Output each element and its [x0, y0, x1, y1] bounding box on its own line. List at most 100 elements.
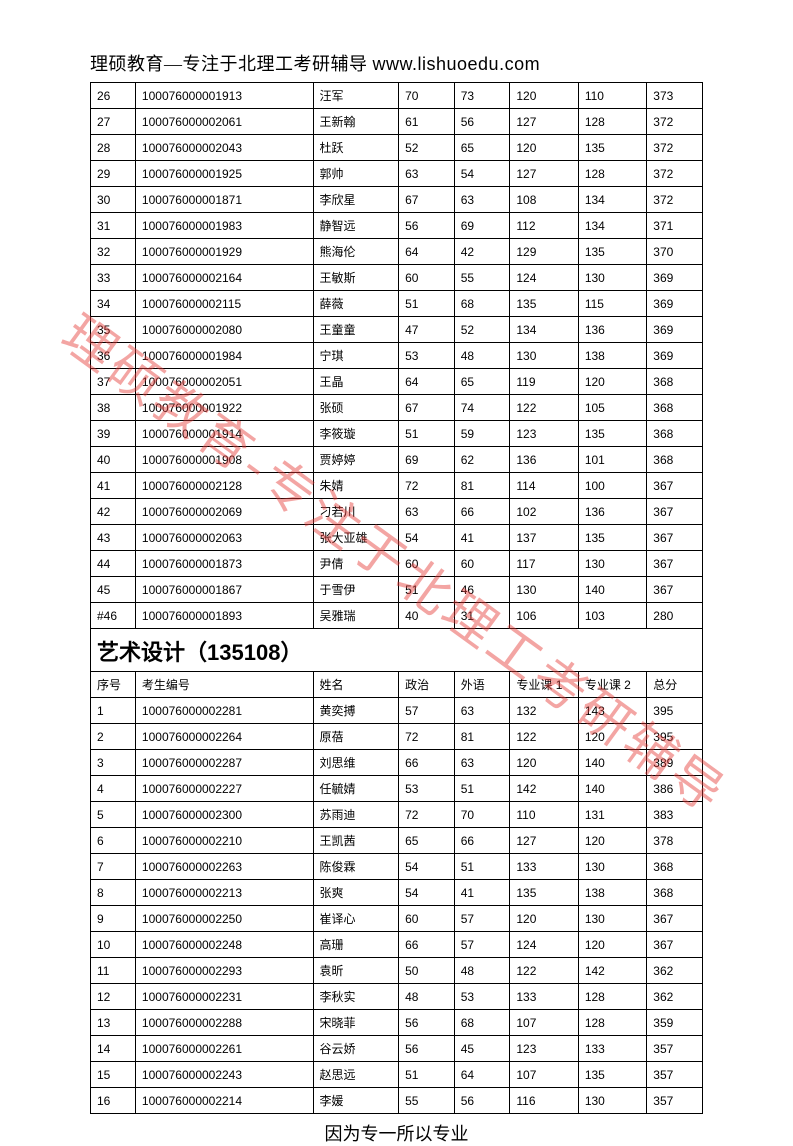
table-cell: 114 [510, 473, 578, 499]
table-cell: 362 [647, 984, 703, 1010]
table-row: 43100076000002063张大亚雄5441137135367 [91, 525, 703, 551]
table-cell: 55 [399, 1088, 455, 1114]
table-cell: 100076000002300 [135, 802, 313, 828]
table-cell: 100076000002227 [135, 776, 313, 802]
table-cell: 60 [399, 265, 455, 291]
table-cell: 熊海伦 [313, 239, 399, 265]
table-cell: 55 [454, 265, 510, 291]
table-cell: 100076000001914 [135, 421, 313, 447]
table-cell: 130 [578, 906, 646, 932]
table-cell: 70 [454, 802, 510, 828]
page-header: 理硕教育—专注于北理工考研辅导 www.lishuoedu.com [90, 50, 703, 76]
table-cell: 33 [91, 265, 136, 291]
table-cell: 131 [578, 802, 646, 828]
table-cell: 100076000001983 [135, 213, 313, 239]
table-cell: 谷云娇 [313, 1036, 399, 1062]
table-cell: 372 [647, 187, 703, 213]
table-cell: 65 [454, 369, 510, 395]
table-cell: 54 [399, 880, 455, 906]
table-cell: 68 [454, 291, 510, 317]
table-cell: 47 [399, 317, 455, 343]
table-cell: 51 [454, 776, 510, 802]
table-cell: 4 [91, 776, 136, 802]
table-row: 8100076000002213张爽5441135138368 [91, 880, 703, 906]
table-cell: 53 [399, 776, 455, 802]
table-cell: 57 [399, 698, 455, 724]
table-cell: 115 [578, 291, 646, 317]
table-cell: 368 [647, 880, 703, 906]
table-cell: 369 [647, 265, 703, 291]
table-cell: 369 [647, 317, 703, 343]
table-cell: 50 [399, 958, 455, 984]
table-cell: 73 [454, 83, 510, 109]
table-cell: 64 [399, 239, 455, 265]
table-cell: 100076000002080 [135, 317, 313, 343]
table-cell: 100076000001867 [135, 577, 313, 603]
table-cell: 63 [454, 698, 510, 724]
table-cell: 383 [647, 802, 703, 828]
table-cell: 45 [454, 1036, 510, 1062]
table-cell: 43 [91, 525, 136, 551]
table-cell: 367 [647, 577, 703, 603]
table-row: 29100076000001925郭帅6354127128372 [91, 161, 703, 187]
table-cell: 59 [454, 421, 510, 447]
table-cell: 42 [91, 499, 136, 525]
table-cell: 15 [91, 1062, 136, 1088]
table-cell: 368 [647, 447, 703, 473]
table-cell: 51 [454, 854, 510, 880]
table-cell: 61 [399, 109, 455, 135]
table-cell: 135 [510, 880, 578, 906]
table-cell: 143 [578, 698, 646, 724]
table-cell: 64 [454, 1062, 510, 1088]
table-cell: 122 [510, 395, 578, 421]
table-cell: 370 [647, 239, 703, 265]
table-cell: 100076000001893 [135, 603, 313, 629]
table-cell: 120 [578, 369, 646, 395]
table-cell: 54 [454, 161, 510, 187]
table-cell: 386 [647, 776, 703, 802]
table-row: 28100076000002043杜跃5265120135372 [91, 135, 703, 161]
table-cell: 142 [578, 958, 646, 984]
table-cell: 100076000002213 [135, 880, 313, 906]
table-cell: 100076000002250 [135, 906, 313, 932]
table-cell: 56 [399, 213, 455, 239]
table-cell: 129 [510, 239, 578, 265]
table-cell: 128 [578, 1010, 646, 1036]
table-cell: 120 [510, 83, 578, 109]
table-cell: 10 [91, 932, 136, 958]
table-cell: 128 [578, 109, 646, 135]
table-cell: 357 [647, 1036, 703, 1062]
table-cell: 42 [454, 239, 510, 265]
table-cell: 王新翰 [313, 109, 399, 135]
table-cell: 74 [454, 395, 510, 421]
table-cell: 崔译心 [313, 906, 399, 932]
table-row: 16100076000002214李媛5556116130357 [91, 1088, 703, 1114]
table-cell: 陈俊霖 [313, 854, 399, 880]
table-cell: 46 [454, 577, 510, 603]
table-cell: 108 [510, 187, 578, 213]
table-cell: 395 [647, 724, 703, 750]
table-cell: 120 [578, 932, 646, 958]
table-row: 1100076000002281黄奕搏5763132143395 [91, 698, 703, 724]
table-cell: 124 [510, 265, 578, 291]
page-footer: 因为专一所以专业 [90, 1120, 703, 1146]
table-cell: 107 [510, 1010, 578, 1036]
table-cell: 44 [91, 551, 136, 577]
table-row: 44100076000001873尹倩6060117130367 [91, 551, 703, 577]
table-row: 3100076000002287刘思维6663120140389 [91, 750, 703, 776]
table-cell: 127 [510, 109, 578, 135]
table-cell: 37 [91, 369, 136, 395]
table-cell: 100076000001984 [135, 343, 313, 369]
table-cell: 372 [647, 135, 703, 161]
table-cell: 100076000002288 [135, 1010, 313, 1036]
table-cell: 7 [91, 854, 136, 880]
table-cell: 刘思维 [313, 750, 399, 776]
table-cell: 63 [399, 499, 455, 525]
table-cell: 359 [647, 1010, 703, 1036]
table-cell: 100076000001908 [135, 447, 313, 473]
table-cell: 41 [454, 525, 510, 551]
table-cell: 48 [399, 984, 455, 1010]
table-cell: 130 [510, 343, 578, 369]
table-cell: 王凯茜 [313, 828, 399, 854]
table-cell: 135 [578, 135, 646, 161]
